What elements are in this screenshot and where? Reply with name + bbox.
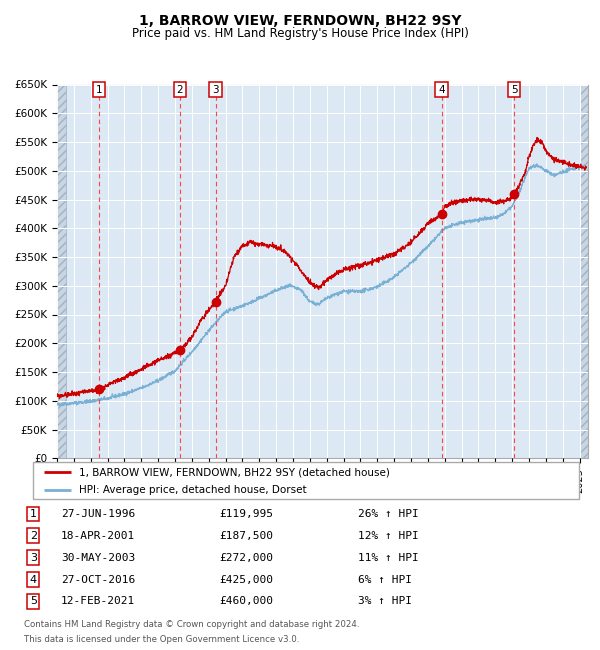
Text: 18-APR-2001: 18-APR-2001 [61,531,135,541]
Text: 1, BARROW VIEW, FERNDOWN, BH22 9SY (detached house): 1, BARROW VIEW, FERNDOWN, BH22 9SY (deta… [79,467,390,477]
Text: 4: 4 [30,575,37,584]
Text: This data is licensed under the Open Government Licence v3.0.: This data is licensed under the Open Gov… [24,634,299,644]
Text: Price paid vs. HM Land Registry's House Price Index (HPI): Price paid vs. HM Land Registry's House … [131,27,469,40]
Text: 26% ↑ HPI: 26% ↑ HPI [358,509,418,519]
Text: HPI: Average price, detached house, Dorset: HPI: Average price, detached house, Dors… [79,485,307,495]
FancyBboxPatch shape [33,462,579,499]
Text: Contains HM Land Registry data © Crown copyright and database right 2024.: Contains HM Land Registry data © Crown c… [24,619,359,629]
Text: 12-FEB-2021: 12-FEB-2021 [61,597,135,606]
Text: 1: 1 [95,84,102,94]
Text: 5: 5 [511,84,517,94]
Text: 6% ↑ HPI: 6% ↑ HPI [358,575,412,584]
Text: 5: 5 [30,597,37,606]
Text: 1: 1 [30,509,37,519]
Text: 27-JUN-1996: 27-JUN-1996 [61,509,135,519]
Text: £119,995: £119,995 [220,509,274,519]
Text: 3: 3 [212,84,219,94]
Text: 27-OCT-2016: 27-OCT-2016 [61,575,135,584]
Text: £187,500: £187,500 [220,531,274,541]
Text: 30-MAY-2003: 30-MAY-2003 [61,552,135,563]
Text: 4: 4 [439,84,445,94]
Polygon shape [580,84,588,458]
Text: 12% ↑ HPI: 12% ↑ HPI [358,531,418,541]
Polygon shape [57,84,66,458]
Text: £272,000: £272,000 [220,552,274,563]
Text: 11% ↑ HPI: 11% ↑ HPI [358,552,418,563]
Text: £425,000: £425,000 [220,575,274,584]
Text: 3: 3 [30,552,37,563]
Text: 1, BARROW VIEW, FERNDOWN, BH22 9SY: 1, BARROW VIEW, FERNDOWN, BH22 9SY [139,14,461,29]
Text: 2: 2 [30,531,37,541]
Text: 3% ↑ HPI: 3% ↑ HPI [358,597,412,606]
Text: 2: 2 [177,84,184,94]
Text: £460,000: £460,000 [220,597,274,606]
